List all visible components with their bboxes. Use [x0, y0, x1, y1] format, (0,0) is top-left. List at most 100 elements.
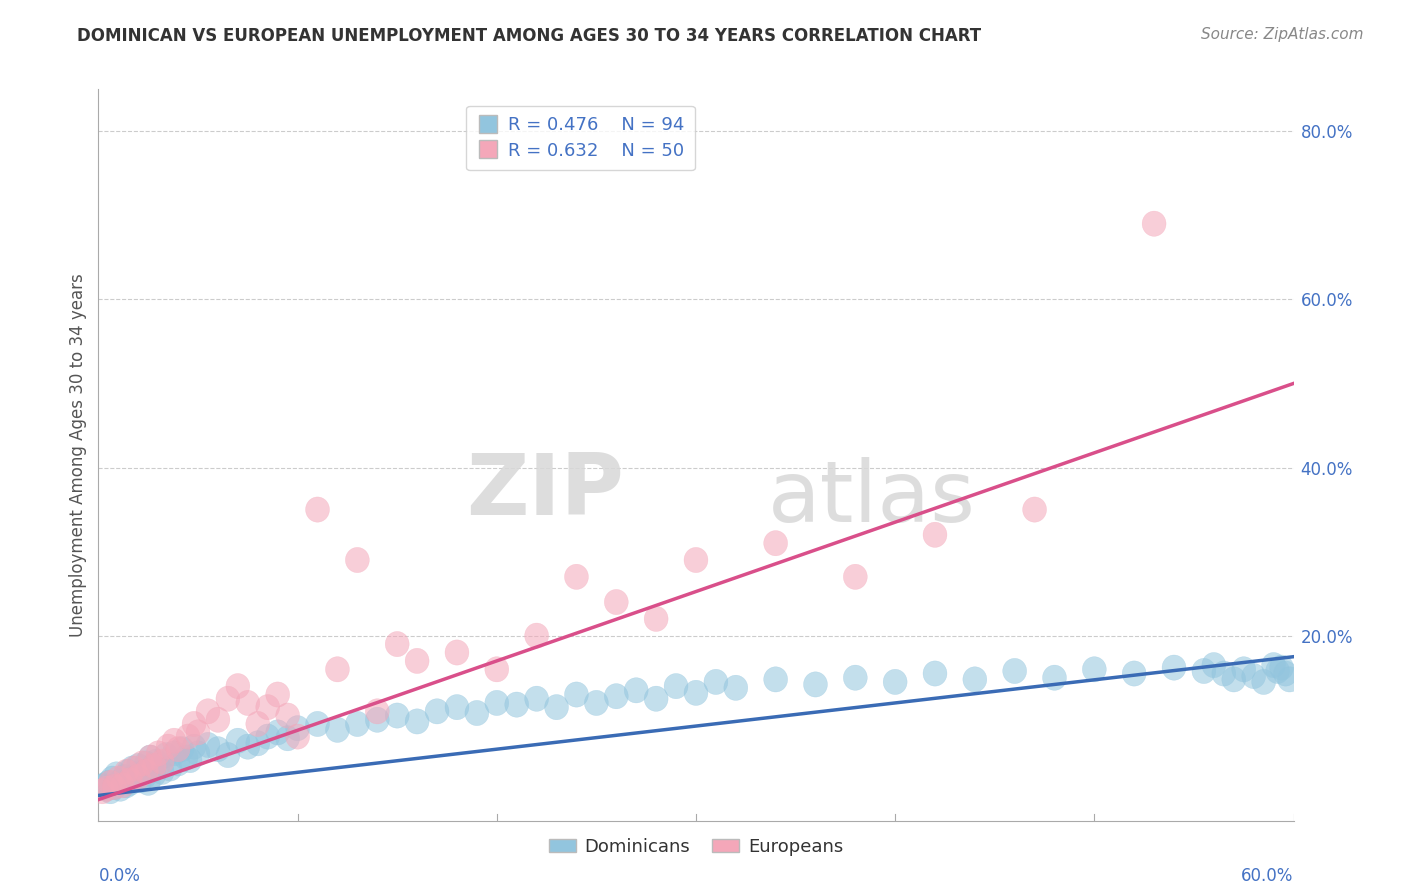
Ellipse shape — [326, 717, 350, 742]
Ellipse shape — [138, 745, 162, 770]
Ellipse shape — [685, 548, 709, 573]
Ellipse shape — [146, 740, 170, 766]
Ellipse shape — [103, 774, 127, 799]
Ellipse shape — [90, 774, 114, 799]
Ellipse shape — [93, 772, 117, 798]
Ellipse shape — [724, 675, 748, 700]
Ellipse shape — [405, 709, 429, 734]
Ellipse shape — [246, 731, 270, 756]
Ellipse shape — [605, 590, 628, 615]
Ellipse shape — [1142, 211, 1166, 236]
Ellipse shape — [425, 698, 449, 724]
Ellipse shape — [485, 657, 509, 681]
Ellipse shape — [485, 690, 509, 715]
Ellipse shape — [195, 698, 219, 724]
Ellipse shape — [1232, 657, 1256, 681]
Ellipse shape — [94, 776, 118, 801]
Ellipse shape — [138, 745, 162, 770]
Ellipse shape — [1278, 667, 1302, 692]
Ellipse shape — [94, 776, 118, 801]
Ellipse shape — [114, 759, 138, 784]
Ellipse shape — [145, 749, 169, 774]
Ellipse shape — [162, 740, 186, 766]
Ellipse shape — [565, 681, 589, 707]
Text: 60.0%: 60.0% — [1241, 867, 1294, 885]
Ellipse shape — [128, 768, 152, 793]
Ellipse shape — [117, 759, 141, 784]
Ellipse shape — [162, 728, 186, 754]
Ellipse shape — [1083, 657, 1107, 681]
Text: Source: ZipAtlas.com: Source: ZipAtlas.com — [1201, 27, 1364, 42]
Ellipse shape — [1043, 665, 1067, 690]
Ellipse shape — [226, 673, 250, 698]
Ellipse shape — [156, 734, 180, 759]
Ellipse shape — [1274, 661, 1298, 686]
Ellipse shape — [256, 724, 280, 749]
Ellipse shape — [186, 720, 209, 745]
Ellipse shape — [644, 686, 668, 711]
Ellipse shape — [132, 764, 156, 789]
Ellipse shape — [1022, 497, 1046, 522]
Ellipse shape — [155, 742, 179, 768]
Ellipse shape — [122, 756, 146, 781]
Ellipse shape — [100, 766, 124, 791]
Ellipse shape — [385, 632, 409, 657]
Ellipse shape — [1270, 655, 1294, 681]
Ellipse shape — [111, 768, 135, 793]
Ellipse shape — [97, 770, 121, 796]
Ellipse shape — [1251, 669, 1275, 695]
Text: ZIP: ZIP — [467, 450, 624, 533]
Ellipse shape — [107, 770, 131, 796]
Ellipse shape — [266, 681, 290, 707]
Ellipse shape — [131, 759, 155, 784]
Ellipse shape — [127, 764, 150, 789]
Ellipse shape — [207, 707, 231, 732]
Ellipse shape — [804, 672, 827, 697]
Ellipse shape — [276, 725, 299, 751]
Ellipse shape — [844, 565, 868, 590]
Ellipse shape — [176, 724, 200, 749]
Ellipse shape — [146, 754, 170, 779]
Ellipse shape — [122, 766, 146, 791]
Ellipse shape — [207, 737, 231, 762]
Ellipse shape — [118, 770, 142, 796]
Ellipse shape — [1261, 652, 1285, 678]
Ellipse shape — [118, 768, 142, 793]
Ellipse shape — [405, 648, 429, 673]
Ellipse shape — [963, 667, 987, 692]
Ellipse shape — [565, 565, 589, 590]
Ellipse shape — [685, 681, 709, 706]
Ellipse shape — [111, 772, 135, 798]
Ellipse shape — [142, 762, 166, 787]
Y-axis label: Unemployment Among Ages 30 to 34 years: Unemployment Among Ages 30 to 34 years — [69, 273, 87, 637]
Ellipse shape — [763, 667, 787, 692]
Ellipse shape — [124, 762, 148, 787]
Ellipse shape — [226, 728, 250, 754]
Ellipse shape — [170, 737, 194, 762]
Ellipse shape — [166, 751, 190, 776]
Ellipse shape — [103, 774, 127, 799]
Ellipse shape — [108, 776, 132, 801]
Ellipse shape — [127, 754, 150, 779]
Ellipse shape — [174, 745, 198, 770]
Ellipse shape — [142, 754, 166, 779]
Ellipse shape — [90, 779, 114, 804]
Ellipse shape — [1163, 655, 1187, 681]
Ellipse shape — [366, 707, 389, 732]
Ellipse shape — [236, 690, 260, 715]
Ellipse shape — [385, 703, 409, 728]
Ellipse shape — [135, 759, 159, 784]
Ellipse shape — [1192, 658, 1216, 683]
Ellipse shape — [141, 757, 165, 783]
Ellipse shape — [585, 690, 609, 715]
Ellipse shape — [924, 661, 948, 686]
Ellipse shape — [1122, 661, 1146, 686]
Text: atlas: atlas — [768, 458, 976, 541]
Ellipse shape — [150, 749, 174, 774]
Ellipse shape — [195, 732, 219, 757]
Ellipse shape — [346, 548, 370, 573]
Ellipse shape — [98, 779, 122, 804]
Ellipse shape — [104, 762, 128, 787]
Ellipse shape — [1265, 658, 1289, 683]
Ellipse shape — [1002, 658, 1026, 683]
